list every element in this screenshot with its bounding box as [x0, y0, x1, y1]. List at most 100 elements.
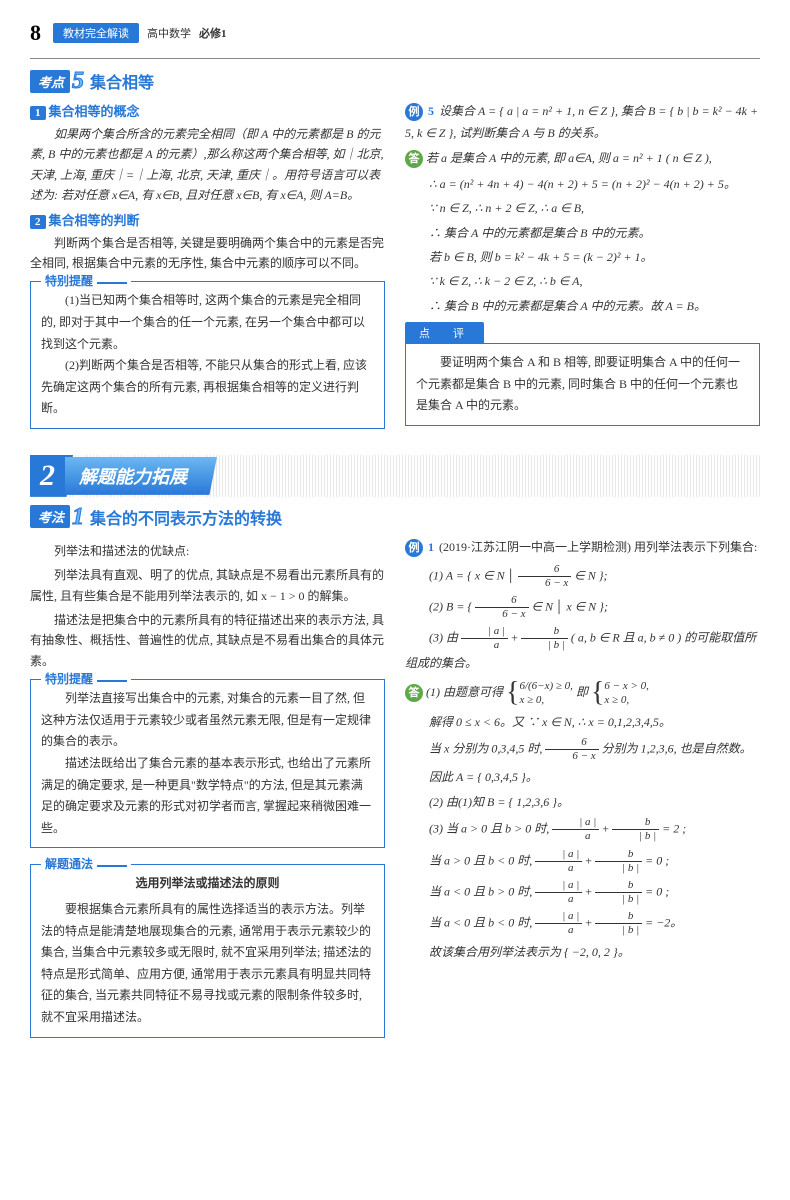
fd: 6 − x [545, 750, 598, 763]
kf-tip1: 列举法直接写出集合中的元素, 对集合的元素一目了然, 但这种方法仅适用于元素较少… [41, 688, 374, 753]
s1a: 6/(6−x) ≥ 0, [519, 679, 572, 693]
bcol: 6/(6−x) ≥ 0, x ≥ 0, [519, 679, 572, 708]
kaodian5-heading: 考点 5 集合相等 [30, 69, 760, 93]
comment-box: 要证明两个集合 A 和 B 相等, 即要证明集合 A 中的任何一个元素都是集合 … [405, 343, 760, 426]
right-column: 例 5 设集合 A = { a | a = n² + 1, n ∈ Z }, 集… [405, 101, 760, 437]
fd: | b | [612, 830, 659, 843]
frac-icon: | a |a [461, 625, 508, 652]
tip-label: 特别提醒 [41, 271, 131, 293]
frac-icon: 66 − x [545, 736, 598, 763]
fd: a [552, 830, 599, 843]
frac-icon: | a |a [535, 910, 582, 937]
plus-icon: + [511, 631, 521, 645]
section2-banner: 2 解题能力拓展 [30, 455, 760, 497]
ex1b-a4: 因此 A = { 0,3,4,5 }。 [405, 767, 760, 787]
kf-p2: 列举法具有直观、明了的优点, 其缺点是不易看出元素所具有的属性, 且有些集合是不… [30, 565, 385, 606]
ex5-a1: 若 a 是集合 A 中的元素, 即 a∈A, 则 a = n² + 1 ( n … [426, 151, 712, 165]
ex5-a3: ∵ n ∈ Z, ∴ n + 2 ∈ Z, ∴ a ∈ B, [405, 198, 760, 218]
header-badge: 教材完全解读 [53, 23, 139, 43]
ex5-a5: 若 b ∈ B, 则 b = k² − 4k + 5 = (k − 2)² + … [405, 247, 760, 267]
kaofa-left: 列举法和描述法的优缺点: 列举法具有直观、明了的优点, 其缺点是不易看出元素所具… [30, 537, 385, 1046]
method-box: 解题通法 选用列举法或描述法的原则 要根据集合元素所具有的属性选择适当的表示方法… [30, 864, 385, 1037]
a7-suf: = 0 ; [645, 853, 669, 867]
section2-title: 解题能力拓展 [65, 457, 217, 495]
kaofa-number: 1 [72, 505, 84, 529]
a3-pre: 当 x 分别为 0,3,4,5 时, [429, 741, 545, 755]
sub1-heading: 1 集合相等的概念 [30, 101, 385, 120]
method-text: 要根据集合元素所具有的属性选择适当的表示方法。列举法的特点是能清楚地展现集合的元… [41, 899, 374, 1029]
fd: a [535, 893, 582, 906]
header-subject: 高中数学 [147, 25, 191, 41]
example-badge: 例 [405, 103, 423, 121]
frac-icon: b| b | [595, 910, 642, 937]
kaofa-tip-label: 特别提醒 [41, 669, 131, 691]
fn: b [595, 848, 642, 862]
q2-setl: { [467, 599, 475, 613]
kaodian-badge: 考点 [30, 70, 70, 93]
comment-tag-wrap: 点 评 [405, 322, 760, 344]
example5-question: 例 5 设集合 A = { a | a = n² + 1, n ∈ Z }, 集… [405, 101, 760, 144]
kf-tip2: 描述法既给出了集合元素的基本表示形式, 也给出了元素所满足的确定要求, 是一种更… [41, 753, 374, 839]
plus-icon: + [585, 916, 595, 930]
fd: 6 − x [518, 577, 571, 590]
kaofa-title: 集合的不同表示方法的转换 [90, 505, 282, 529]
method-title: 选用列举法或描述法的原则 [41, 873, 374, 895]
header-volume: 必修1 [199, 25, 227, 41]
page-header: 8 教材完全解读 高中数学 必修1 [30, 20, 760, 46]
fn: 6 [545, 736, 598, 750]
sub2-paragraph: 判断两个集合是否相等, 关键是要明确两个集合中的元素是否完全相同, 根据集合中元… [30, 233, 385, 274]
kaofa1-heading: 考法 1 集合的不同表示方法的转换 [30, 505, 760, 529]
fn: | a | [461, 625, 508, 639]
ex1b-a7: 当 a > 0 且 b < 0 时, | a |a + b| b | = 0 ; [405, 848, 760, 875]
sub1-num: 1 [30, 106, 46, 120]
fd: | b | [595, 924, 642, 937]
ex1b-a9: 当 a < 0 且 b < 0 时, | a |a + b| b | = −2。 [405, 910, 760, 937]
frac-icon: | a |a [552, 816, 599, 843]
fn: | a | [552, 816, 599, 830]
kaofa1-columns: 列举法和描述法的优缺点: 列举法具有直观、明了的优点, 其缺点是不易看出元素所具… [30, 537, 760, 1046]
q2-pre: (2) B = [429, 599, 467, 613]
header-rule [30, 58, 760, 59]
a8-pre: 当 a < 0 且 b > 0 时, [429, 884, 535, 898]
ex1b-qtext: 用列举法表示下列集合: [634, 540, 757, 554]
ex1b-num: 1 [428, 540, 434, 554]
plus-icon: + [602, 822, 612, 836]
page-number: 8 [30, 20, 41, 46]
frac-icon: b| b | [595, 848, 642, 875]
ex1b-a8: 当 a < 0 且 b > 0 时, | a |a + b| b | = 0 ; [405, 879, 760, 906]
kf-p3: 描述法是把集合中的元素所具有的特征描述出来的表示方法, 具有抽象性、概括性、普遍… [30, 610, 385, 671]
comment-tag: 点 评 [405, 322, 484, 344]
left-column: 1 集合相等的概念 如果两个集合所含的元素完全相同（即 A 中的元素都是 B 的… [30, 101, 385, 437]
brace-icon: { [506, 679, 519, 707]
a9-suf: = −2。 [645, 916, 682, 930]
ex1b-badge: 例 [405, 539, 423, 557]
brace-system-2: { 6 − x > 0, x ≥ 0, [591, 679, 649, 708]
fd: 6 − x [475, 608, 528, 621]
fd: | b | [595, 893, 642, 906]
q3-pre: (3) 由 [429, 631, 461, 645]
ex1b-a3: 当 x 分别为 0,3,4,5 时, 66 − x 分别为 1,2,3,6, 也… [405, 736, 760, 763]
ex5-a4: ∴ 集合 A 中的元素都是集合 B 中的元素。 [405, 223, 760, 243]
plus-icon: + [585, 853, 595, 867]
tip1-p1: (1)当已知两个集合相等时, 这两个集合的元素是完全相同的, 即对于其中一个集合… [41, 290, 374, 355]
ex1b-a6: (3) 当 a > 0 且 b > 0 时, | a |a + b| b | =… [405, 816, 760, 843]
fn: 6 [518, 563, 571, 577]
sub2-heading: 2 集合相等的判断 [30, 210, 385, 229]
fn: | a | [535, 879, 582, 893]
ex1b-q1: (1) A = { x ∈ N │ 66 − x ∈ N }; [405, 563, 760, 590]
example1b-question: 例 1 (2019·江苏江阴一中高一上学期检测) 用列举法表示下列集合: [405, 537, 760, 559]
fd: a [535, 862, 582, 875]
ex1b-answer: 答 (1) 由题意可得 { 6/(6−x) ≥ 0, x ≥ 0, 即 { 6 … [405, 679, 760, 708]
ex1b-a2: 解得 0 ≤ x < 6。又 ∵ x ∈ N, ∴ x = 0,1,2,3,4,… [405, 712, 760, 732]
a7-pre: 当 a > 0 且 b < 0 时, [429, 853, 535, 867]
q1-setl: { x ∈ N │ [467, 568, 515, 582]
method-label: 解题通法 [41, 854, 131, 876]
ex5-a7: ∴ 集合 B 中的元素都是集合 A 中的元素。故 A = B。 [405, 296, 760, 316]
frac-icon: b| b | [521, 625, 568, 652]
kaofa-tip-box: 特别提醒 列举法直接写出集合中的元素, 对集合的元素一目了然, 但这种方法仅适用… [30, 679, 385, 848]
ex1b-ans-badge: 答 [405, 684, 423, 702]
ex1b-a5: (2) 由(1)知 B = { 1,2,3,6 }。 [405, 792, 760, 812]
frac-icon: | a |a [535, 848, 582, 875]
example5-answer: 答 若 a 是集合 A 中的元素, 即 a∈A, 则 a = n² + 1 ( … [405, 148, 760, 170]
answer-badge: 答 [405, 150, 423, 168]
